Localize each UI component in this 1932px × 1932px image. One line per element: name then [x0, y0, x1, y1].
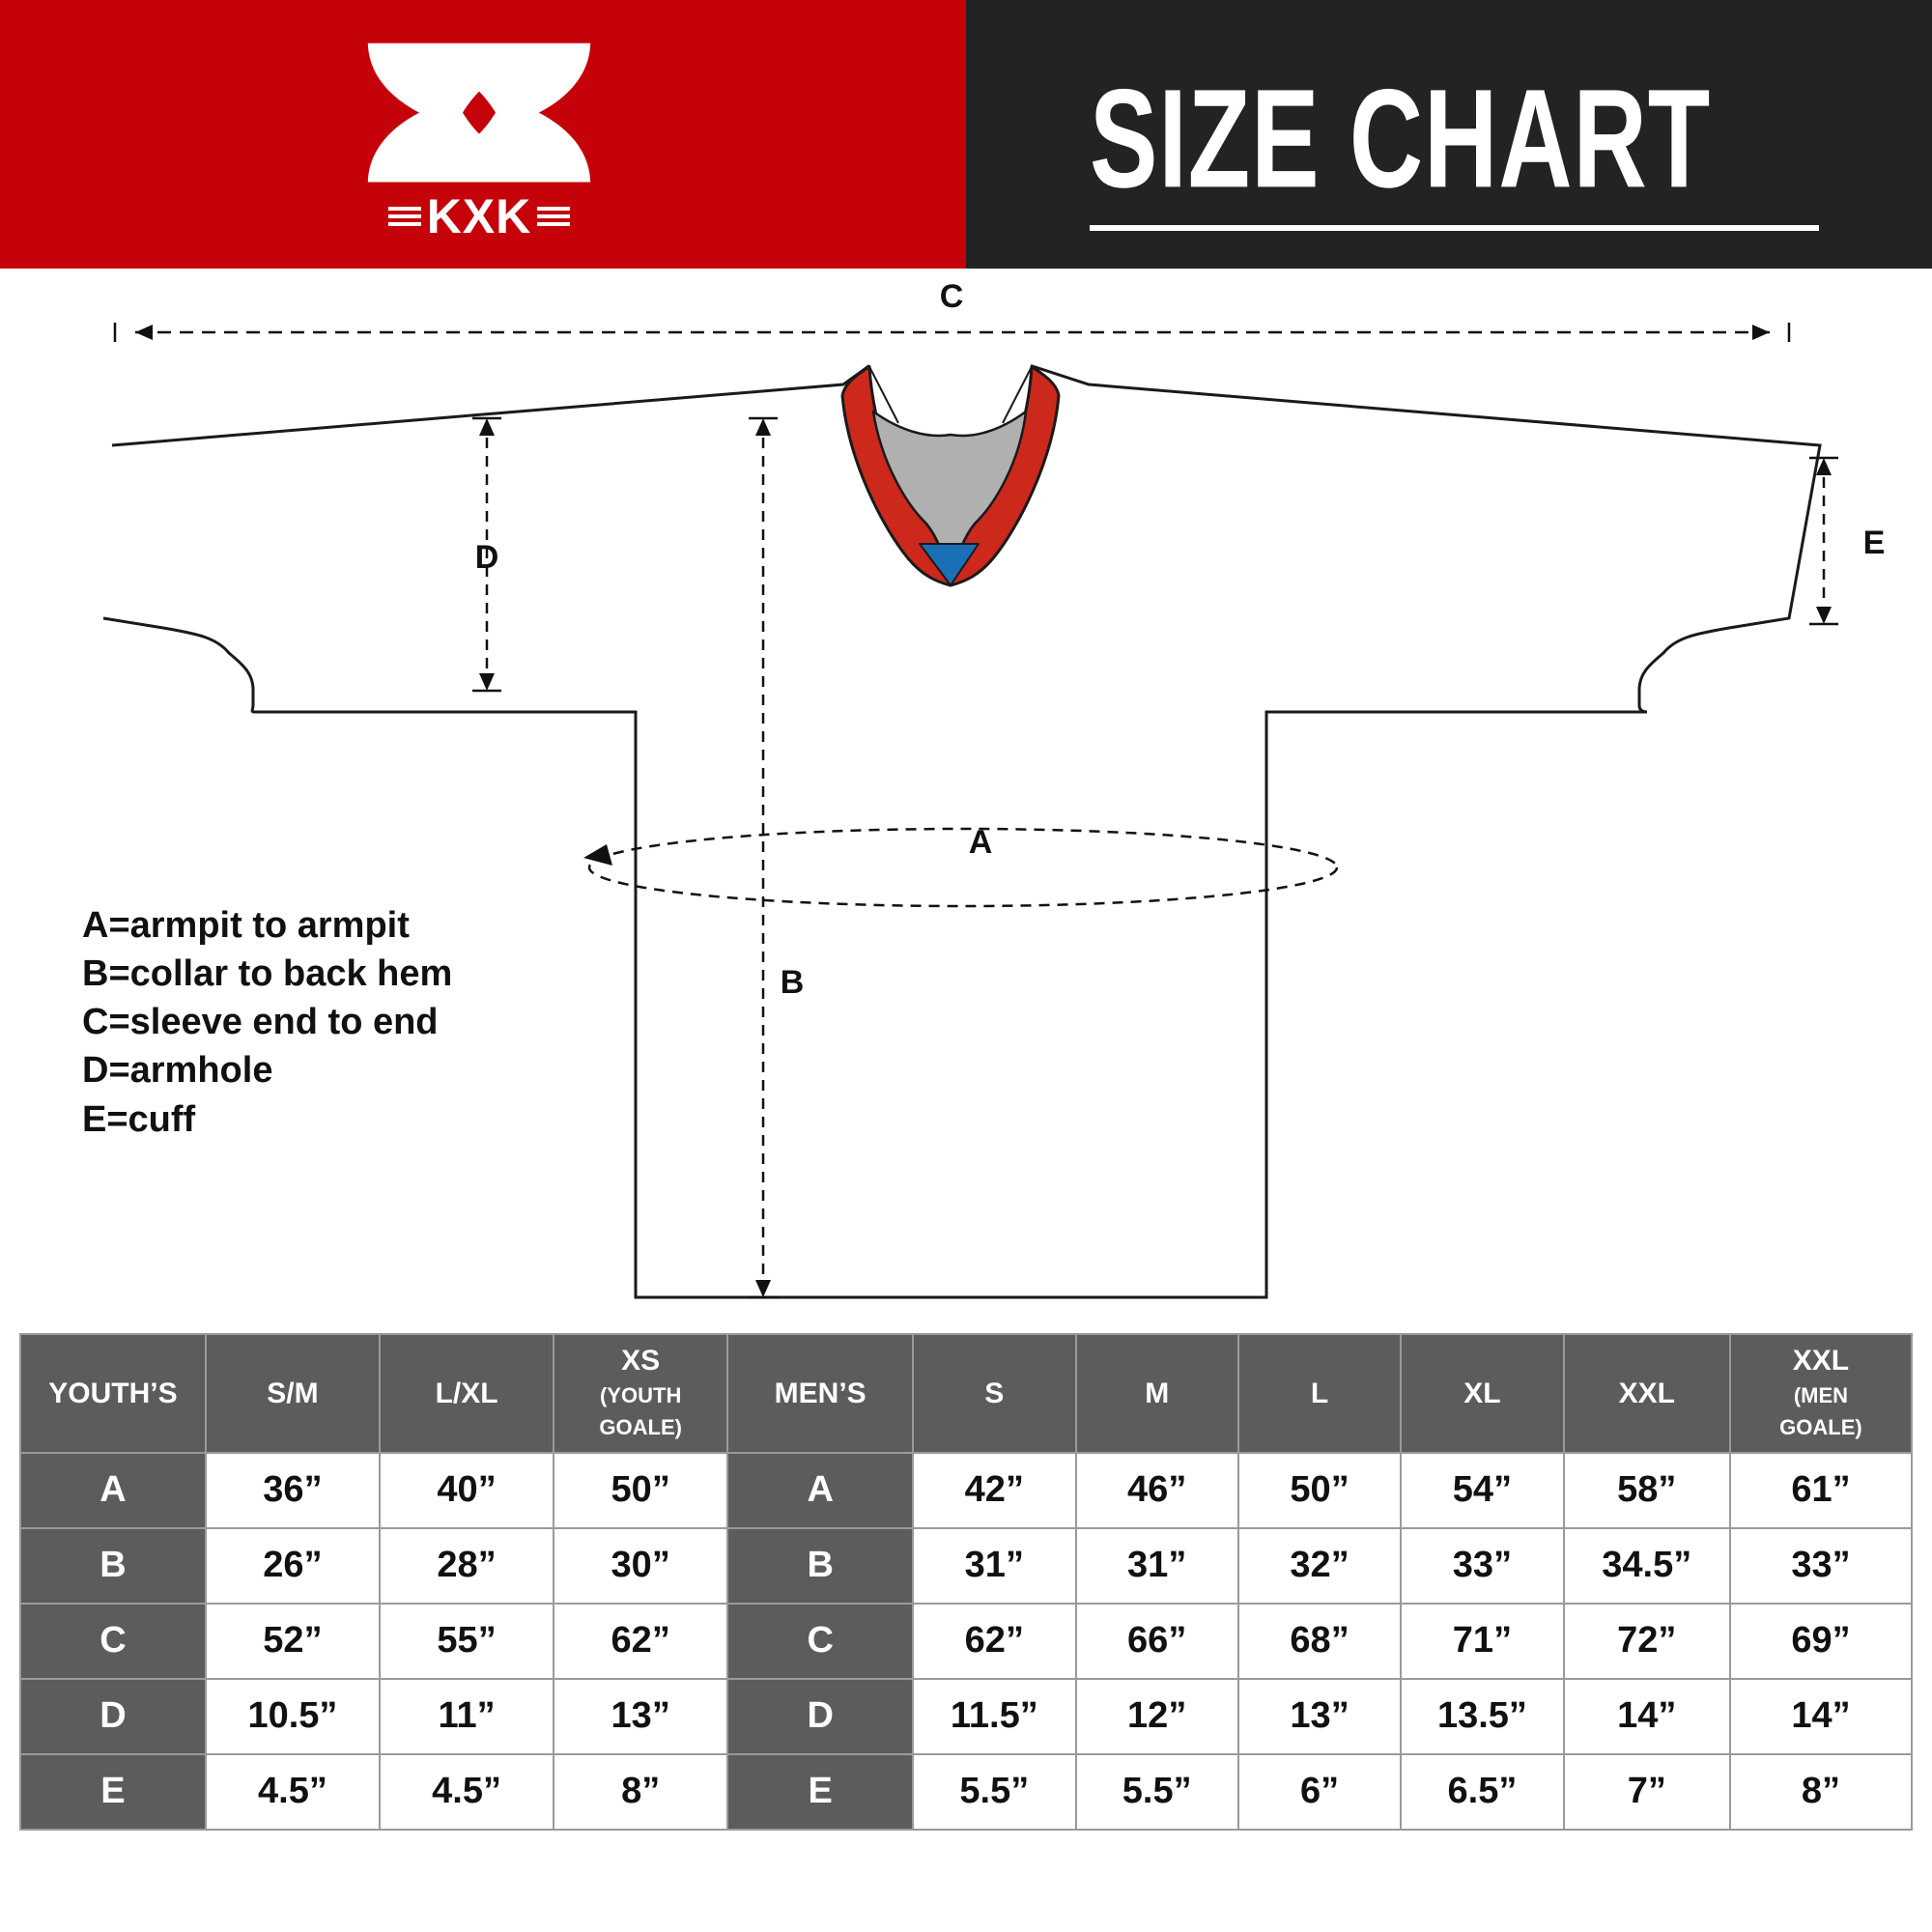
svg-text:C: C	[940, 278, 964, 315]
svg-text:E: E	[1863, 525, 1886, 561]
svg-text:D: D	[475, 539, 499, 576]
svg-text:A: A	[969, 824, 993, 861]
svg-text:B: B	[781, 964, 805, 1001]
